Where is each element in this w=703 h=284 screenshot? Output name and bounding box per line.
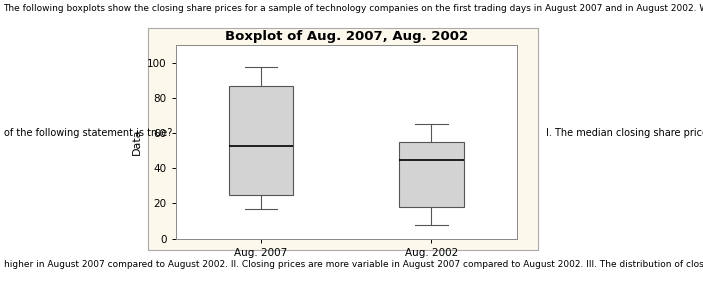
Text: I. The median closing share price is: I. The median closing share price is xyxy=(546,128,703,139)
Text: The following boxplots show the closing share prices for a sample of technology : The following boxplots show the closing … xyxy=(4,4,703,13)
Title: Boxplot of Aug. 2007, Aug. 2002: Boxplot of Aug. 2007, Aug. 2002 xyxy=(225,30,467,43)
Text: higher in August 2007 compared to August 2002. II. Closing prices are more varia: higher in August 2007 compared to August… xyxy=(4,260,703,269)
PathPatch shape xyxy=(228,86,293,195)
PathPatch shape xyxy=(399,142,464,207)
Text: of the following statement is true?: of the following statement is true? xyxy=(4,128,172,139)
Y-axis label: Data: Data xyxy=(131,129,141,155)
